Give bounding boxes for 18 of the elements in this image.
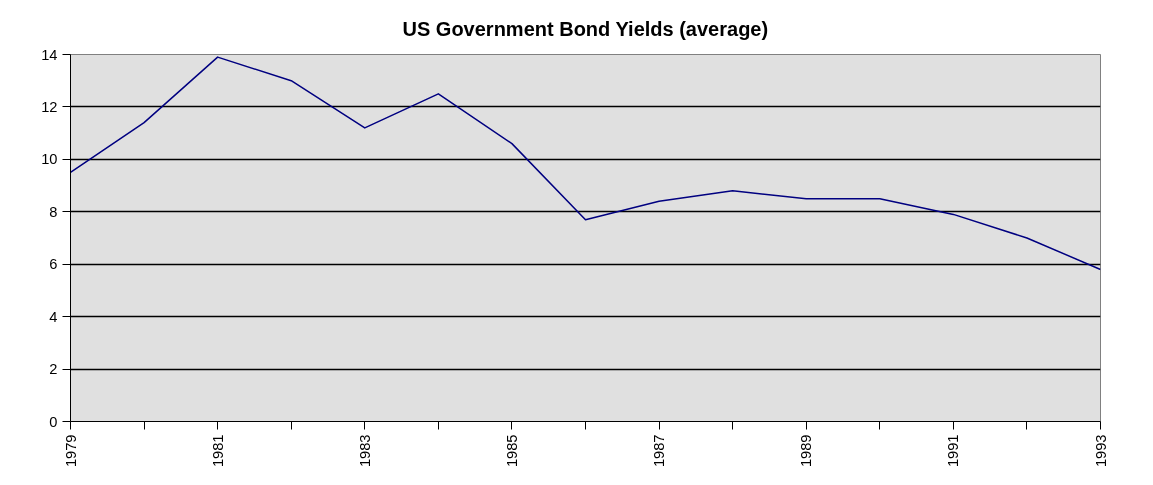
- y-tick-label: 10: [41, 151, 58, 168]
- y-tick-label: 12: [41, 98, 58, 115]
- y-tick-label: 6: [49, 256, 58, 273]
- x-tick-label: 1983: [356, 434, 373, 468]
- x-tick-label: 1981: [209, 434, 226, 468]
- line-series: [70, 56, 1101, 271]
- x-tick-label: 1989: [798, 434, 815, 468]
- y-tick-label: 0: [49, 413, 58, 430]
- y-tick-label: 8: [49, 203, 58, 220]
- y-tick-label: 2: [49, 361, 58, 378]
- x-tick-label: 1993: [1092, 434, 1109, 468]
- x-tick-label: 1991: [945, 434, 962, 468]
- x-tick-label: 1979: [62, 434, 79, 468]
- y-tick-label: 14: [41, 46, 58, 63]
- x-tick-label: 1985: [503, 434, 520, 468]
- chart-title: US Government Bond Yields (average): [402, 17, 769, 40]
- x-tick-label: 1987: [651, 434, 668, 468]
- y-tick-label: 4: [49, 308, 58, 325]
